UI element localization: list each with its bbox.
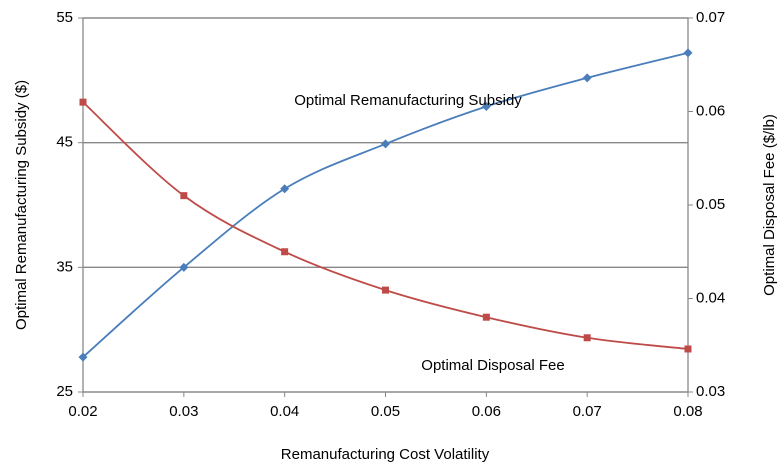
point xyxy=(582,73,592,83)
point xyxy=(482,313,490,321)
point xyxy=(79,98,87,106)
point xyxy=(382,286,389,294)
y2-axis-label: Optimal Disposal Fee ($/lb) xyxy=(761,114,778,296)
point xyxy=(280,184,290,194)
x-axis-label: Remanufacturing Cost Volatility xyxy=(281,446,490,463)
y2-tick-label: 0.04 xyxy=(696,289,725,306)
point xyxy=(78,352,88,362)
y2-tick-label: 0.06 xyxy=(696,102,725,119)
y-axis-label: Optimal Remanufacturing Subsidy ($) xyxy=(13,80,30,330)
x-tick-label: 0.04 xyxy=(270,403,299,420)
point xyxy=(481,102,491,112)
y2-tick-label: 0.05 xyxy=(696,196,725,213)
x-tick-label: 0.07 xyxy=(573,403,602,420)
y-tick-label: 25 xyxy=(56,383,73,400)
plot-frame xyxy=(82,17,689,393)
x-tick-label: 0.02 xyxy=(68,403,97,420)
point xyxy=(179,262,189,272)
y-tick-label: 55 xyxy=(56,9,73,26)
x-tick-label: 0.08 xyxy=(673,403,702,420)
series-annotation: Optimal Remanufacturing Subsidy xyxy=(294,92,522,109)
y-tick-label: 35 xyxy=(56,258,73,275)
point xyxy=(180,192,188,200)
series-annotation: Optimal Disposal Fee xyxy=(421,357,564,374)
point xyxy=(684,345,692,353)
x-tick-label: 0.05 xyxy=(371,403,400,420)
series-line xyxy=(82,101,689,350)
point xyxy=(583,334,591,342)
point xyxy=(381,139,390,149)
y2-tick-label: 0.07 xyxy=(696,9,725,26)
y-tick-label: 45 xyxy=(56,134,73,151)
x-tick-label: 0.03 xyxy=(169,403,198,420)
point xyxy=(683,48,693,58)
point xyxy=(281,248,289,256)
x-tick-label: 0.06 xyxy=(472,403,501,420)
y2-tick-label: 0.03 xyxy=(696,383,725,400)
